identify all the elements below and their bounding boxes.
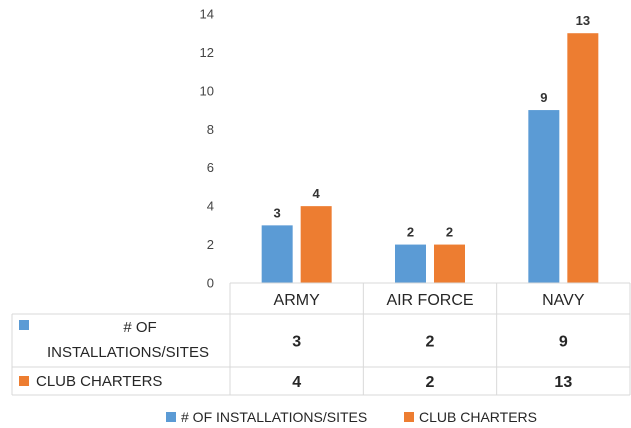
bar [528,110,560,283]
y-tick-label: 6 [207,160,214,175]
data-label: 9 [540,90,547,105]
table-cell: 9 [559,334,568,351]
category-label: AIR FORCE [386,292,473,309]
y-tick-label: 2 [207,237,214,252]
table-cell: 3 [292,334,301,351]
y-tick-label: 12 [200,45,214,60]
y-tick-label: 4 [207,199,214,214]
bar [395,244,426,283]
bar [567,33,599,283]
data-label: 13 [576,13,590,28]
table-cell: 2 [426,334,435,351]
table-legend-key [19,320,29,330]
legend-label: CLUB CHARTERS [419,409,537,425]
y-tick-label: 0 [207,276,214,291]
table-row-header: # OF [123,319,156,336]
table-legend-key [19,376,29,386]
y-tick-label: 8 [207,122,214,137]
data-label: 2 [446,225,453,240]
data-label: 4 [313,186,321,201]
legend-label: # OF INSTALLATIONS/SITES [181,409,367,425]
data-label: 2 [407,225,414,240]
data-label: 3 [274,205,281,220]
table-row-header: CLUB CHARTERS [36,373,162,390]
table-cell: 13 [554,374,572,391]
table-cell: 4 [292,374,301,391]
bars [261,33,599,283]
data-labels: 3 4 2 2 9 13 [274,13,591,239]
bar [434,244,465,283]
legend-swatch [404,412,414,422]
bar [261,225,293,283]
bar [300,206,332,283]
y-tick-label: 10 [200,83,214,98]
data-table: ARMY AIR FORCE NAVY # OF INSTALLATIONS/SITES… [11,282,631,396]
table-cell: 2 [426,374,435,391]
legend-swatch [166,412,176,422]
y-axis: 0 2 4 6 8 10 12 14 [200,7,214,291]
category-label: NAVY [542,292,585,309]
legend: # OF INSTALLATIONS/SITES CLUB CHARTERS [166,409,537,425]
category-label: ARMY [274,292,321,309]
y-tick-label: 14 [200,7,214,22]
table-row-header: INSTALLATIONS/SITES [47,344,209,361]
